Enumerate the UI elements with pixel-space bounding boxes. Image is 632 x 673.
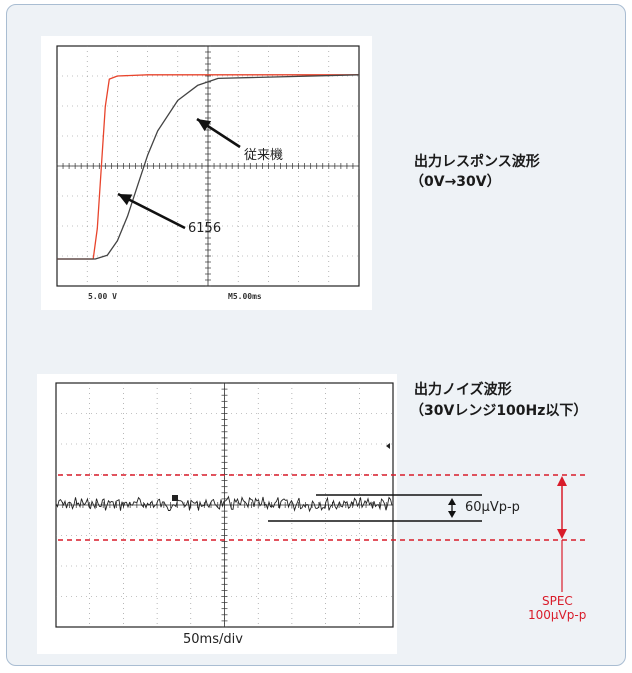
response-title-1: 出力レスポンス波形 bbox=[414, 154, 540, 170]
response-plot bbox=[56, 45, 360, 287]
measure-arrow-up bbox=[448, 498, 456, 505]
noise-xaxis: 50ms/div bbox=[183, 632, 243, 647]
annot-old: 従来機 bbox=[244, 148, 284, 163]
noise-plot bbox=[55, 382, 394, 628]
series-6156 bbox=[57, 74, 359, 260]
spec-label-1: SPEC bbox=[542, 594, 573, 608]
noise-title-2: （30Vレンジ100Hz以下） bbox=[410, 403, 588, 419]
spec-arrow-up bbox=[557, 476, 567, 486]
arrow-new-head bbox=[118, 194, 133, 206]
arrow-old-head bbox=[197, 119, 212, 132]
response-scale-right: M5.00ms bbox=[228, 292, 262, 301]
series-old bbox=[57, 74, 360, 260]
spec-arrow-down bbox=[557, 529, 567, 539]
measure-label: 60μVp-p bbox=[465, 500, 520, 515]
noise-trace bbox=[55, 495, 393, 513]
noise-title-1: 出力ノイズ波形 bbox=[414, 382, 512, 398]
response-scale-left: 5.00 V bbox=[88, 292, 117, 301]
noise-marker bbox=[172, 495, 178, 501]
response-title-2: （0V→30V） bbox=[410, 174, 501, 190]
measure-arrow-down bbox=[448, 511, 456, 518]
spec-label-2: 100μVp-p bbox=[528, 608, 587, 622]
annot-new: 6156 bbox=[188, 221, 222, 236]
trigger-marker bbox=[386, 443, 390, 449]
